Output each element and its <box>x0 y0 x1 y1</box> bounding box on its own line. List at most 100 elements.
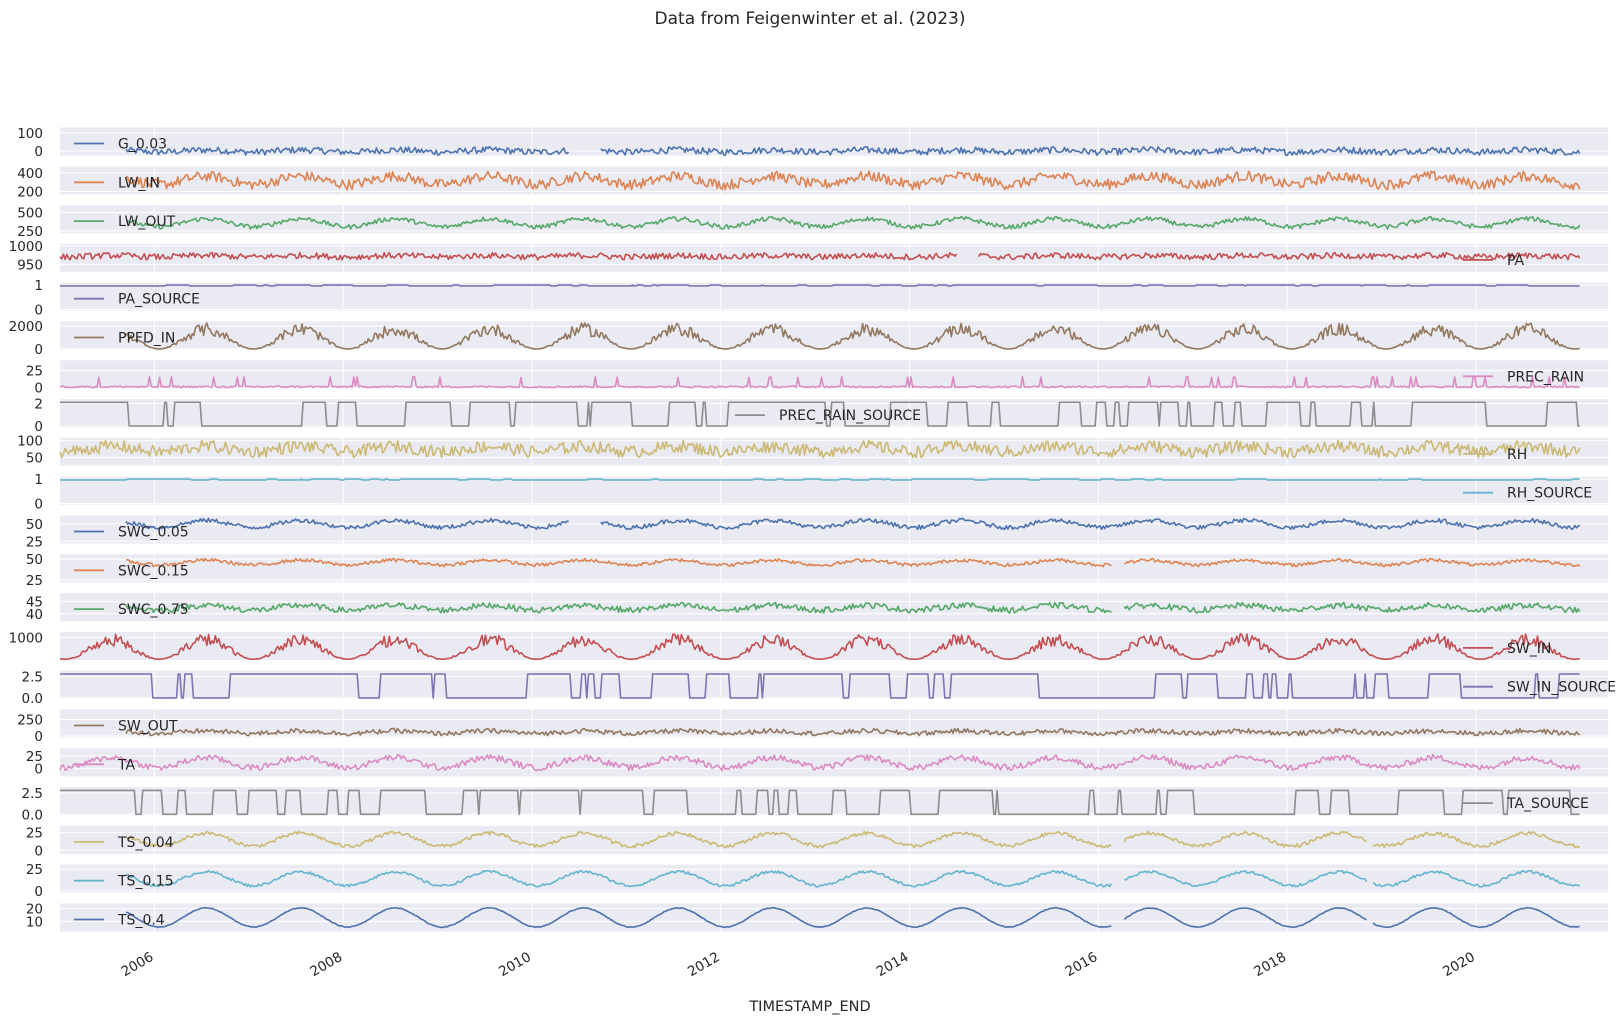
y-tick-label: 0 <box>34 843 43 859</box>
y-tick-label: 1000 <box>9 630 43 646</box>
y-tick-label: 2000 <box>9 319 43 335</box>
legend-TA: TA <box>74 757 135 773</box>
plot-area <box>60 903 1608 932</box>
y-tick-label: 0 <box>34 419 43 435</box>
subplot-PPFD_IN: 2000 0 PPFD_IN <box>9 319 1608 358</box>
y-tick-label: 0 <box>34 342 43 358</box>
plot-area <box>60 825 1608 854</box>
y-tick-label: 0 <box>34 884 43 900</box>
legend-PPFD_IN: PPFD_IN <box>74 331 175 347</box>
legend-TS_0.4: TS_0.4 <box>74 913 165 929</box>
y-tick-label: 45 <box>26 595 43 611</box>
y-tick-label: 2.5 <box>22 786 43 802</box>
y-tick-label: 0 <box>34 381 43 397</box>
subplot-PREC_RAIN_SOURCE: 2 0 PREC_RAIN_SOURCE <box>34 397 1608 435</box>
series-line-TS_0.04 <box>125 830 1581 849</box>
legend-SWC_0.75: SWC_0.75 <box>74 602 189 618</box>
subplot-PA_SOURCE: 1 0 PA_SOURCE <box>34 278 1608 318</box>
subplot-TA: 250 TA <box>26 748 1608 778</box>
legend-label: SW_IN <box>1507 641 1551 657</box>
subplot-LW_OUT: 500 250 LW_OUT <box>17 205 1608 240</box>
legend-SW_IN_SOURCE: SW_IN_SOURCE <box>1463 680 1616 696</box>
legend-TS_0.15: TS_0.15 <box>74 874 174 890</box>
y-tick-label: 0 <box>34 302 43 318</box>
legend-label: TA_SOURCE <box>1506 796 1589 812</box>
y-tick-label: 500 <box>17 205 43 221</box>
legend-LW_OUT: LW_OUT <box>74 214 176 230</box>
y-tick-label: 25 <box>26 364 43 380</box>
legend-label: PREC_RAIN <box>1507 369 1584 385</box>
plot-area <box>60 670 1608 699</box>
series-line-SWC_0.15 <box>126 557 1581 568</box>
legend-TS_0.04: TS_0.04 <box>74 835 174 851</box>
legend-label: RH <box>1507 447 1527 463</box>
subplot-SW_IN_SOURCE: 2.5 0.0 SW_IN_SOURCE <box>22 670 1617 707</box>
plot-area <box>60 748 1608 777</box>
series-line-PA <box>59 251 1581 261</box>
legend-label: SW_IN_SOURCE <box>1507 680 1616 696</box>
y-tick-label: 1 <box>34 472 43 488</box>
y-tick-label: 25 <box>26 573 43 589</box>
series-line-PA_SOURCE <box>60 284 1580 287</box>
y-tick-label: 1 <box>34 278 43 294</box>
subplot-RH_SOURCE: 1 0 RH_SOURCE <box>34 472 1608 512</box>
y-tick-label: 100 <box>17 434 43 450</box>
legend-label: TS_0.04 <box>117 835 174 851</box>
y-tick-label: 250 <box>17 713 43 729</box>
subplot-TS_0.04: 25 0 TS_0.04 <box>26 825 1608 859</box>
legend-SW_OUT: SW_OUT <box>74 719 178 735</box>
plot-area <box>60 554 1608 583</box>
y-tick-label: 1000 <box>9 239 43 255</box>
x-axis-label: TIMESTAMP_END <box>748 999 870 1015</box>
legend-PA_SOURCE: PA_SOURCE <box>74 292 200 308</box>
y-tick-label: 25 <box>26 749 43 765</box>
y-tick-label: 20 <box>26 902 43 918</box>
subplot-SW_IN: 1000 SW_IN <box>9 630 1608 660</box>
legend-label: TA <box>117 757 135 773</box>
series-line-SW_OUT <box>125 727 1581 737</box>
plot-area <box>60 476 1608 505</box>
legend-label: PA_SOURCE <box>118 292 200 308</box>
legend-label: PREC_RAIN_SOURCE <box>779 408 921 424</box>
series-line-PPFD_IN <box>125 322 1580 350</box>
plot-area <box>60 205 1608 234</box>
y-tick-label: 2.5 <box>22 670 43 686</box>
legend-SWC_0.15: SWC_0.15 <box>74 563 189 579</box>
y-tick-label: 0 <box>34 144 43 160</box>
legend-label: SWC_0.15 <box>118 563 189 579</box>
legend-label: TS_0.4 <box>117 913 165 929</box>
legend-label: TS_0.15 <box>117 874 174 890</box>
subplot-PA: 1000 950 PA <box>9 239 1608 273</box>
legend-RH_SOURCE: RH_SOURCE <box>1463 486 1592 502</box>
y-tick-label: 25 <box>26 862 43 878</box>
series-line-RH <box>59 439 1581 459</box>
series-line-LW_IN <box>125 170 1581 191</box>
legend-label: LW_IN <box>118 175 160 191</box>
y-tick-label: 10 <box>26 914 43 930</box>
subplot-SWC_0.15: 50 25 SWC_0.15 <box>26 552 1608 589</box>
legend-label: PPFD_IN <box>118 331 175 347</box>
series-line-RH_SOURCE <box>60 478 1580 481</box>
legend-SW_IN: SW_IN <box>1463 641 1551 657</box>
y-tick-label: 50 <box>26 517 43 533</box>
y-tick-label: 0.0 <box>22 807 43 823</box>
y-tick-label: 25 <box>26 534 43 550</box>
legend-label: RH_SOURCE <box>1507 486 1592 502</box>
series-line-PREC_RAIN <box>59 375 1580 389</box>
y-tick-label: 0.0 <box>22 691 43 707</box>
legend-SWC_0.05: SWC_0.05 <box>74 525 189 541</box>
legend-label: LW_OUT <box>118 214 176 230</box>
y-tick-label: 250 <box>17 224 43 240</box>
subplot-TA_SOURCE: 2.5 0.0 TA_SOURCE <box>22 786 1608 823</box>
plot-area <box>60 166 1608 195</box>
plot-area <box>60 709 1608 738</box>
plot-area <box>60 360 1608 389</box>
subplots: 1000 G_0.03400200LW_IN500250LW_OUT1000950… <box>9 126 1617 932</box>
subplot-G_0.03: 100 0 G_0.03 <box>17 126 1608 160</box>
y-tick-label: 2 <box>34 397 43 413</box>
series-line-LW_OUT <box>125 215 1581 230</box>
